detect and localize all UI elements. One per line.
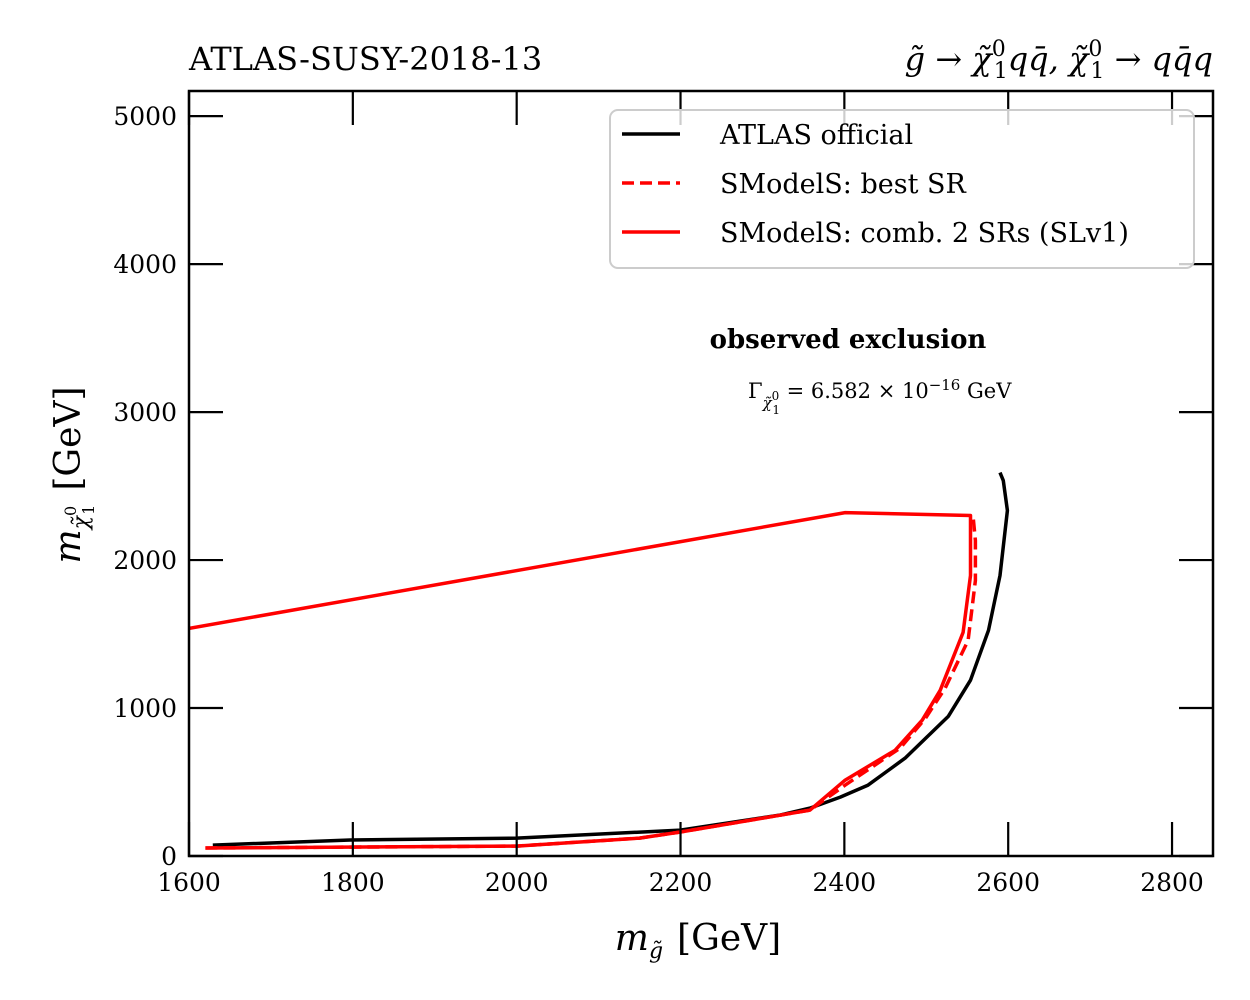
legend-label-comb-srs: SModelS: comb. 2 SRs (SLv1)	[720, 218, 1129, 249]
width-unit: GeV	[960, 379, 1012, 403]
series-line-atlas-official	[212, 471, 1010, 847]
width-sub-sub: 1	[772, 403, 780, 417]
width-sub-neutralino: χ̃	[762, 394, 773, 412]
title-neutralino-2: χ̃	[1067, 40, 1090, 78]
x-label-unit: [GeV]	[677, 918, 781, 959]
x-axis-label: mg̃ [GeV]	[615, 918, 781, 964]
width-value: = 6.582 × 10	[780, 379, 929, 403]
x-tick-label: 2000	[485, 868, 549, 897]
legend-box	[609, 109, 1195, 269]
x-label-sub: g̃	[649, 939, 663, 964]
y-label-unit: [GeV]	[48, 386, 89, 490]
x-tick-label: 2800	[1140, 868, 1204, 897]
x-tick-label: 1600	[157, 868, 221, 897]
annotation-width: Γχ̃0 1 = 6.582 × 10−16 GeV	[748, 376, 1012, 417]
plot-frame	[187, 89, 1215, 858]
series-group	[189, 471, 1010, 850]
legend-label-atlas-official: ATLAS official	[719, 120, 913, 151]
x-tick-label: 2600	[976, 868, 1040, 897]
y-axis-label: mχ̃01 [GeV]	[48, 386, 98, 563]
width-exponent: −16	[929, 376, 961, 394]
chart-title-right: g̃ → χ̃0 1qq̄, χ̃0 1 → qq̄q	[905, 37, 1213, 84]
x-tick-label: 2200	[649, 868, 713, 897]
y-label-m: m	[48, 529, 89, 563]
title-qqbar: qq̄,	[1008, 40, 1069, 78]
title-decay-products: → qq̄q	[1104, 40, 1213, 78]
y-tick-label: 5000	[113, 102, 177, 131]
series-line-smodels-best-sr	[205, 515, 978, 850]
title-sup-2: 0	[1088, 37, 1102, 62]
title-arrow-1: →	[925, 40, 972, 78]
x-label-m: m	[615, 918, 649, 959]
width-sub-sup: 0	[772, 389, 780, 403]
title-neutralino-1: χ̃	[970, 40, 993, 78]
y-tick-label: 2000	[113, 546, 177, 575]
x-tick-label: 2400	[813, 868, 877, 897]
legend: ATLAS official SModelS: best SR SModelS:…	[609, 109, 1195, 269]
y-tick-label: 0	[161, 842, 177, 871]
annotation-observed-exclusion: observed exclusion	[710, 325, 987, 355]
y-label-sub-sup: 0	[61, 506, 80, 516]
x-tick-label: 1800	[321, 868, 385, 897]
ticks-group: 1600 1800 2000 2200 2400 2600 2800 0 1000 2000 300…	[113, 91, 1213, 897]
title-gluino: g̃	[905, 40, 925, 78]
y-label-sub: χ̃	[69, 514, 94, 531]
width-gamma: Γ	[748, 379, 763, 403]
title-sub-1: 1	[994, 59, 1008, 84]
y-tick-label: 4000	[113, 250, 177, 279]
y-label-sub-sub: 1	[79, 505, 98, 515]
title-sub-2: 1	[1090, 59, 1104, 84]
y-tick-label: 3000	[113, 398, 177, 427]
y-tick-label: 1000	[113, 694, 177, 723]
series-line-smodels-comb-2-srs-slv1	[189, 510, 973, 850]
legend-label-best-sr: SModelS: best SR	[720, 169, 967, 200]
title-sup-1: 0	[992, 37, 1006, 62]
chart-title-left: ATLAS-SUSY-2018-13	[188, 40, 542, 78]
